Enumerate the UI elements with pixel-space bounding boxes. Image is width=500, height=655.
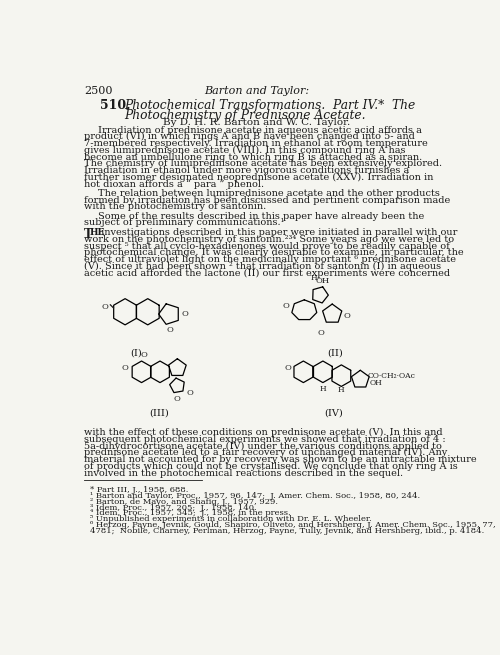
Text: By D. H. R. Barton and W. C. Taylor.: By D. H. R. Barton and W. C. Taylor. (162, 118, 350, 127)
Text: 7-membered respectively. Irradiation in ethanol at room temperature: 7-membered respectively. Irradiation in … (84, 139, 428, 148)
Text: O: O (343, 312, 350, 320)
Text: Some of the results described in this paper have already been the: Some of the results described in this pa… (98, 212, 424, 221)
Text: O: O (284, 364, 291, 372)
Text: become an umbellulone ring to which ring B is attached as a spiran.: become an umbellulone ring to which ring… (84, 153, 422, 162)
Text: suspect ⁵ that all cyclo-hexadienones would prove to be readily capable of: suspect ⁵ that all cyclo-hexadienones wo… (84, 242, 450, 251)
Text: gives lumiprednisone acetate (VIII). In this compound ring A has: gives lumiprednisone acetate (VIII). In … (84, 146, 406, 155)
Text: 4781;  Nobile, Charney, Perlman, Herzog, Payne, Tully, Jevnik, and Hershberg, ib: 4781; Nobile, Charney, Perlman, Herzog, … (90, 527, 484, 534)
Text: prednisone acetate led to a fair recovery of unchanged material (IV). Any: prednisone acetate led to a fair recover… (84, 449, 448, 457)
Text: formed by irradiation has been discussed and pertinent comparison made: formed by irradiation has been discussed… (84, 196, 450, 204)
Text: O: O (282, 303, 289, 310)
Text: * Part III, J., 1958, 688.: * Part III, J., 1958, 688. (90, 486, 189, 495)
Text: T: T (84, 228, 93, 241)
Text: involved in the photochemical reactions described in the sequel.: involved in the photochemical reactions … (84, 469, 404, 477)
Text: O: O (140, 350, 147, 359)
Text: (IV): (IV) (324, 409, 343, 418)
Text: Irradiation in ethanol under more vigorous conditions furnishes a: Irradiation in ethanol under more vigoro… (84, 166, 409, 176)
Text: 510.: 510. (100, 99, 130, 111)
Text: material not accounted for by recovery was shown to be an intractable mixture: material not accounted for by recovery w… (84, 455, 477, 464)
Text: O: O (166, 326, 173, 333)
Text: O: O (186, 389, 194, 398)
Text: investigations described in this paper were initiated in parallel with our: investigations described in this paper w… (98, 228, 458, 237)
Text: The relation between lumiprednisone acetate and the other products: The relation between lumiprednisone acet… (98, 189, 440, 198)
Text: Irradiation of prednisone acetate in aqueous acetic acid affords a: Irradiation of prednisone acetate in aqu… (98, 126, 422, 134)
Text: H: H (320, 385, 326, 393)
Text: acetic acid afforded the lactone (II) our first experiments were concerned: acetic acid afforded the lactone (II) ou… (84, 269, 450, 278)
Text: Photochemical Transformations.  Part IV.*  The: Photochemical Transformations. Part IV.*… (124, 99, 416, 111)
Text: OH: OH (370, 379, 382, 386)
Text: Barton and Taylor:: Barton and Taylor: (204, 86, 309, 96)
Text: O: O (181, 310, 188, 318)
Text: effect of ultraviolet light on the medicinally important ⁶ prednisone acetate: effect of ultraviolet light on the medic… (84, 255, 456, 264)
Text: Photochemistry of Prednisone Acetate.: Photochemistry of Prednisone Acetate. (124, 109, 366, 122)
Text: (II): (II) (328, 348, 343, 358)
Text: (V). Since it had been shown ² that irradiation of santonin (I) in aqueous: (V). Since it had been shown ² that irra… (84, 262, 442, 271)
Text: The chemistry of lumiprednisone acetate has been extensively explored.: The chemistry of lumiprednisone acetate … (84, 159, 442, 168)
Text: O: O (318, 329, 325, 337)
Text: ⁵ Unpublished experiments in collaboration with Dr. E. L. Wheeler.: ⁵ Unpublished experiments in collaborati… (90, 515, 372, 523)
Text: product (VI) in which rings A and B have been changed into 5- and: product (VI) in which rings A and B have… (84, 132, 415, 141)
Text: O: O (102, 303, 109, 311)
Text: H: H (338, 386, 344, 394)
Text: photochemical change. It was clearly desirable to examine, in particular, the: photochemical change. It was clearly des… (84, 248, 464, 257)
Text: (I): (I) (130, 348, 142, 358)
Text: of products which could not be crystallised. We conclude that only ring A is: of products which could not be crystalli… (84, 462, 458, 471)
Text: ⁶ Herzog, Payne, Jevnik, Gould, Shapiro, Oliveto, and Hershberg, J. Amer. Chem. : ⁶ Herzog, Payne, Jevnik, Gould, Shapiro,… (90, 521, 496, 529)
Text: CO·CH₂·OAc: CO·CH₂·OAc (368, 371, 416, 380)
Text: further isomer designated neoprednisone acetate (XXV). Irradiation in: further isomer designated neoprednisone … (84, 173, 434, 182)
Text: subject of preliminary communications.¹: subject of preliminary communications.¹ (84, 218, 284, 227)
Text: subsequent photochemical experiments we showed that irradiation of 4 :: subsequent photochemical experiments we … (84, 435, 446, 444)
Text: hot dioxan affords a “ para ” phenol.: hot dioxan affords a “ para ” phenol. (84, 179, 264, 189)
Text: work on the photochemistry of santonin.²³⁴ Some years ago we were led to: work on the photochemistry of santonin.²… (84, 235, 454, 244)
Text: O: O (174, 395, 181, 403)
Text: with the effect of these conditions on prednisone acetate (V). In this and: with the effect of these conditions on p… (84, 428, 443, 437)
Text: OH: OH (315, 277, 329, 285)
Text: ² Barton, de Mayo, and Shafiq, J., 1957, 929.: ² Barton, de Mayo, and Shafiq, J., 1957,… (90, 498, 278, 506)
Text: (III): (III) (150, 409, 169, 418)
Text: H: H (311, 274, 318, 282)
Text: ¹ Barton and Taylor, Proc., 1957, 96, 147;  J. Amer. Chem. Soc., 1958, 80, 244.: ¹ Barton and Taylor, Proc., 1957, 96, 14… (90, 492, 420, 500)
Text: with the photochemistry of santonin.: with the photochemistry of santonin. (84, 202, 266, 212)
Text: ³ Idem, Proc., 1957, 205;  J., 1958, 140.: ³ Idem, Proc., 1957, 205; J., 1958, 140. (90, 504, 257, 512)
Text: HE: HE (89, 228, 104, 237)
Text: 2500: 2500 (84, 86, 112, 96)
Text: O: O (122, 364, 128, 372)
Text: ⁴ Idem, Proc., 1957, 345;  J., 1958, in the press.: ⁴ Idem, Proc., 1957, 345; J., 1958, in t… (90, 510, 291, 517)
Text: 5a-dihydrocortisone acetate (IV) under the various conditions applied to: 5a-dihydrocortisone acetate (IV) under t… (84, 441, 442, 451)
